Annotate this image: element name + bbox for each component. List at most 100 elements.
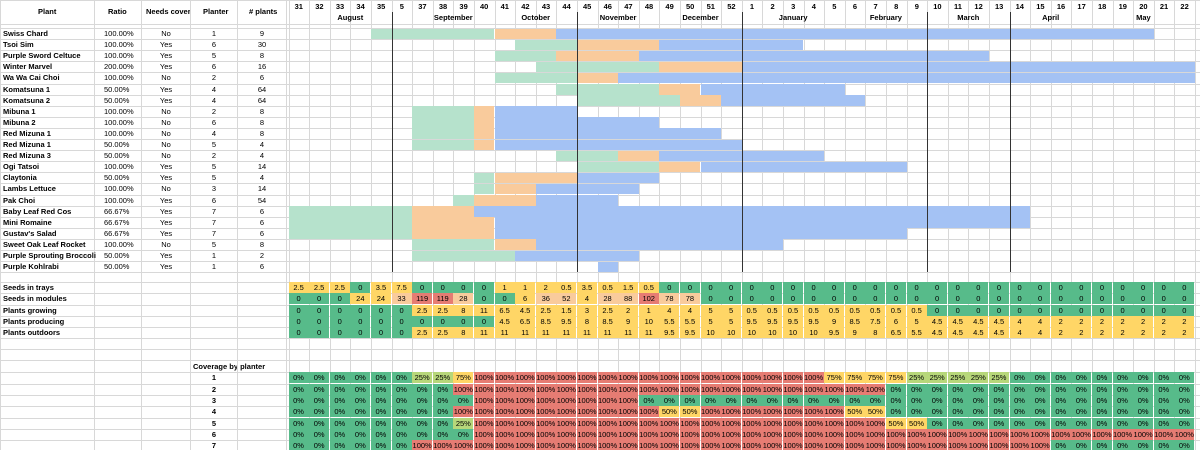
coverage-cell: 0% <box>350 384 371 395</box>
coverage-cell: 100% <box>1174 429 1195 440</box>
coverage-cell: 100% <box>494 418 515 429</box>
plant-needs-cover: No <box>161 106 171 116</box>
summary-cell: 9.5 <box>741 316 762 327</box>
week-number: 3 <box>791 2 796 11</box>
coverage-cell: 0% <box>391 406 412 417</box>
tray-bar <box>659 84 701 95</box>
coverage-cell: 0% <box>391 418 412 429</box>
coverage-cell: 0% <box>412 429 433 440</box>
summary-cell: 0 <box>803 282 824 293</box>
summary-cell: 0 <box>947 293 968 304</box>
summary-cell: 102 <box>638 293 659 304</box>
coverage-cell: 0% <box>906 406 927 417</box>
summary-cell: 0 <box>1112 305 1133 316</box>
summary-cell: 0 <box>1153 305 1174 316</box>
week-number: 35 <box>377 2 386 11</box>
plant-ratio: 200.00% <box>104 62 134 72</box>
coverage-cell: 100% <box>494 384 515 395</box>
coverage-cell: 100% <box>494 395 515 406</box>
summary-cell: 9.5 <box>679 327 700 338</box>
coverage-cell: 100% <box>824 418 845 429</box>
week-number: 13 <box>995 2 1004 11</box>
week-number: 19 <box>1118 2 1127 11</box>
plant-ratio: 100.00% <box>104 73 134 83</box>
summary-cell: 5 <box>906 316 927 327</box>
plant-needs-cover: No <box>161 117 171 127</box>
coverage-cell: 100% <box>618 395 639 406</box>
coverage-cell: 0% <box>1153 395 1174 406</box>
header-plant: Plant <box>38 7 57 16</box>
coverage-cell: 100% <box>885 440 906 450</box>
coverage-cell: 100% <box>597 372 618 383</box>
month-separator <box>742 12 743 272</box>
coverage-cell: 100% <box>659 384 680 395</box>
module-bar <box>412 28 495 40</box>
summary-cell: 0 <box>947 305 968 316</box>
summary-cell: 0 <box>1112 282 1133 293</box>
week-number: 43 <box>541 2 551 11</box>
coverage-cell: 0% <box>370 384 391 395</box>
plant-planter: 6 <box>211 195 217 205</box>
summary-cell: 1 <box>494 282 515 293</box>
coverage-cell: 0% <box>1009 406 1030 417</box>
summary-cell: 0 <box>1153 282 1174 293</box>
summary-cell: 2 <box>1091 316 1112 327</box>
plant-planter: 5 <box>211 173 217 183</box>
summary-cell: 9.5 <box>803 316 824 327</box>
summary-cell: 0.5 <box>556 282 577 293</box>
summary-cell: 0 <box>288 316 309 327</box>
plant-needs-cover: Yes <box>159 173 173 183</box>
coverage-cell: 100% <box>1030 429 1051 440</box>
plant-count: 6 <box>259 73 265 83</box>
coverage-cell: 100% <box>597 395 618 406</box>
plant-count: 8 <box>259 51 265 61</box>
plant-planter: 4 <box>211 95 217 105</box>
coverage-cell: 0% <box>1112 372 1133 383</box>
coverage-cell: 100% <box>782 429 803 440</box>
summary-cell: 0 <box>329 293 350 304</box>
plant-name: Tsoi Sim <box>3 40 34 50</box>
coverage-cell: 25% <box>947 372 968 383</box>
month-label: August <box>337 13 364 22</box>
plant-needs-cover: Yes <box>159 84 173 94</box>
summary-cell: 5 <box>700 316 721 327</box>
summary-cell: 0 <box>1112 293 1133 304</box>
week-number: 16 <box>1056 2 1066 11</box>
tray-bar <box>412 228 495 239</box>
summary-cell: 9.5 <box>659 327 680 338</box>
plant-count: 64 <box>257 84 267 94</box>
coverage-cell: 100% <box>865 429 886 440</box>
coverage-cell: 0% <box>1174 384 1195 395</box>
coverage-cell: 0% <box>741 395 762 406</box>
summary-cell: 10 <box>638 316 659 327</box>
month-label: April <box>1042 13 1060 22</box>
week-number: 32 <box>315 2 324 11</box>
month-label: May <box>1136 13 1151 22</box>
plant-count: 8 <box>259 239 265 249</box>
summary-cell: 2.5 <box>288 282 309 293</box>
summary-cell: 78 <box>659 293 680 304</box>
coverage-cell: 0% <box>803 395 824 406</box>
plant-planter: 5 <box>211 51 217 61</box>
summary-cell: 0.5 <box>885 305 906 316</box>
coverage-cell: 100% <box>618 440 639 450</box>
summary-cell: 4 <box>1030 327 1051 338</box>
plant-planter: 1 <box>211 251 217 260</box>
summary-cell: 0 <box>370 327 391 338</box>
plant-name: Swiss Chard <box>3 29 49 38</box>
column-gridline <box>237 0 238 450</box>
coverage-cell: 100% <box>576 372 597 383</box>
plant-planter: 7 <box>211 217 217 227</box>
plant-planter: 5 <box>211 162 217 172</box>
tray-bar <box>494 28 557 40</box>
plant-name: Sweet Oak Leaf Rocket <box>3 239 86 249</box>
outdoor-bar <box>494 106 577 117</box>
summary-cell: 0 <box>391 316 412 327</box>
plant-ratio: 100.00% <box>104 51 134 61</box>
coverage-cell: 0% <box>679 395 700 406</box>
summary-cell: 11 <box>515 327 536 338</box>
summary-cell: 24 <box>350 293 371 304</box>
coverage-cell: 0% <box>1153 406 1174 417</box>
outdoor-bar <box>597 261 619 273</box>
outdoor-bar <box>494 139 742 151</box>
